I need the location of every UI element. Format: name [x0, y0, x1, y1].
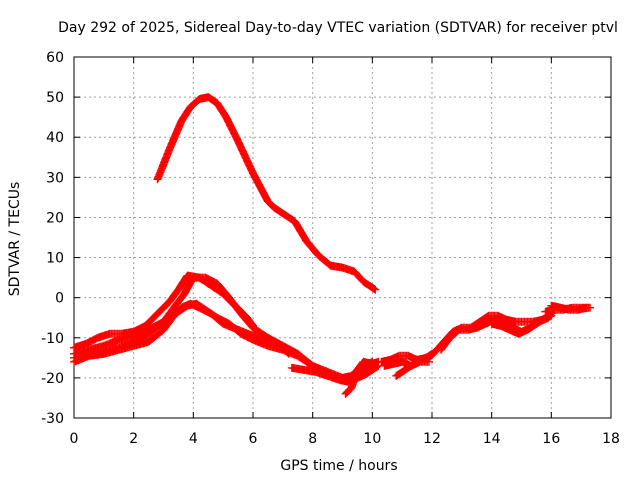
x-tick-label: 2 [129, 431, 138, 447]
y-tick-label: -20 [41, 371, 64, 387]
y-tick-label: 10 [46, 251, 64, 267]
y-tick-label: 30 [46, 170, 64, 186]
x-tick-label: 12 [423, 431, 441, 447]
series-track-10 [392, 359, 419, 380]
series-track-2 [70, 271, 257, 352]
y-tick-label: 50 [46, 90, 64, 106]
grid [74, 57, 611, 418]
x-tick-label: 10 [363, 431, 381, 447]
y-tick-label: 40 [46, 130, 64, 146]
series-track-7 [341, 357, 383, 398]
series-track-4 [70, 299, 377, 382]
x-tick-label: 6 [249, 431, 258, 447]
y-axis-label: SDTVAR / TECUs [7, 182, 23, 297]
x-tick-label: 14 [483, 431, 501, 447]
x-tick-label: 18 [602, 431, 620, 447]
axis-ticks: 0 2 4 6 8 10 12 14 16 18 -30 -20 -10 0 10 20 30 40 50 60 [41, 50, 620, 447]
x-tick-label: 4 [189, 431, 198, 447]
series-track-3 [70, 273, 377, 384]
y-tick-label: 60 [46, 50, 64, 66]
y-tick-label: 20 [46, 210, 64, 226]
x-tick-label: 16 [542, 431, 560, 447]
chart-title: Day 292 of 2025, Sidereal Day-to-day VTE… [58, 20, 618, 36]
y-tick-label: -30 [41, 411, 64, 427]
series-track-5 [70, 299, 293, 362]
y-tick-label: 0 [55, 291, 64, 307]
series-track-13 [487, 309, 556, 338]
y-tick-label: -10 [41, 331, 64, 347]
x-tick-label: 0 [70, 431, 79, 447]
x-axis-label: GPS time / hours [280, 458, 397, 474]
plot-frame [73, 56, 612, 419]
data-series [70, 93, 595, 398]
series-track-1 [153, 93, 380, 294]
series-track-15 [547, 301, 592, 314]
x-tick-label: 8 [308, 431, 317, 447]
